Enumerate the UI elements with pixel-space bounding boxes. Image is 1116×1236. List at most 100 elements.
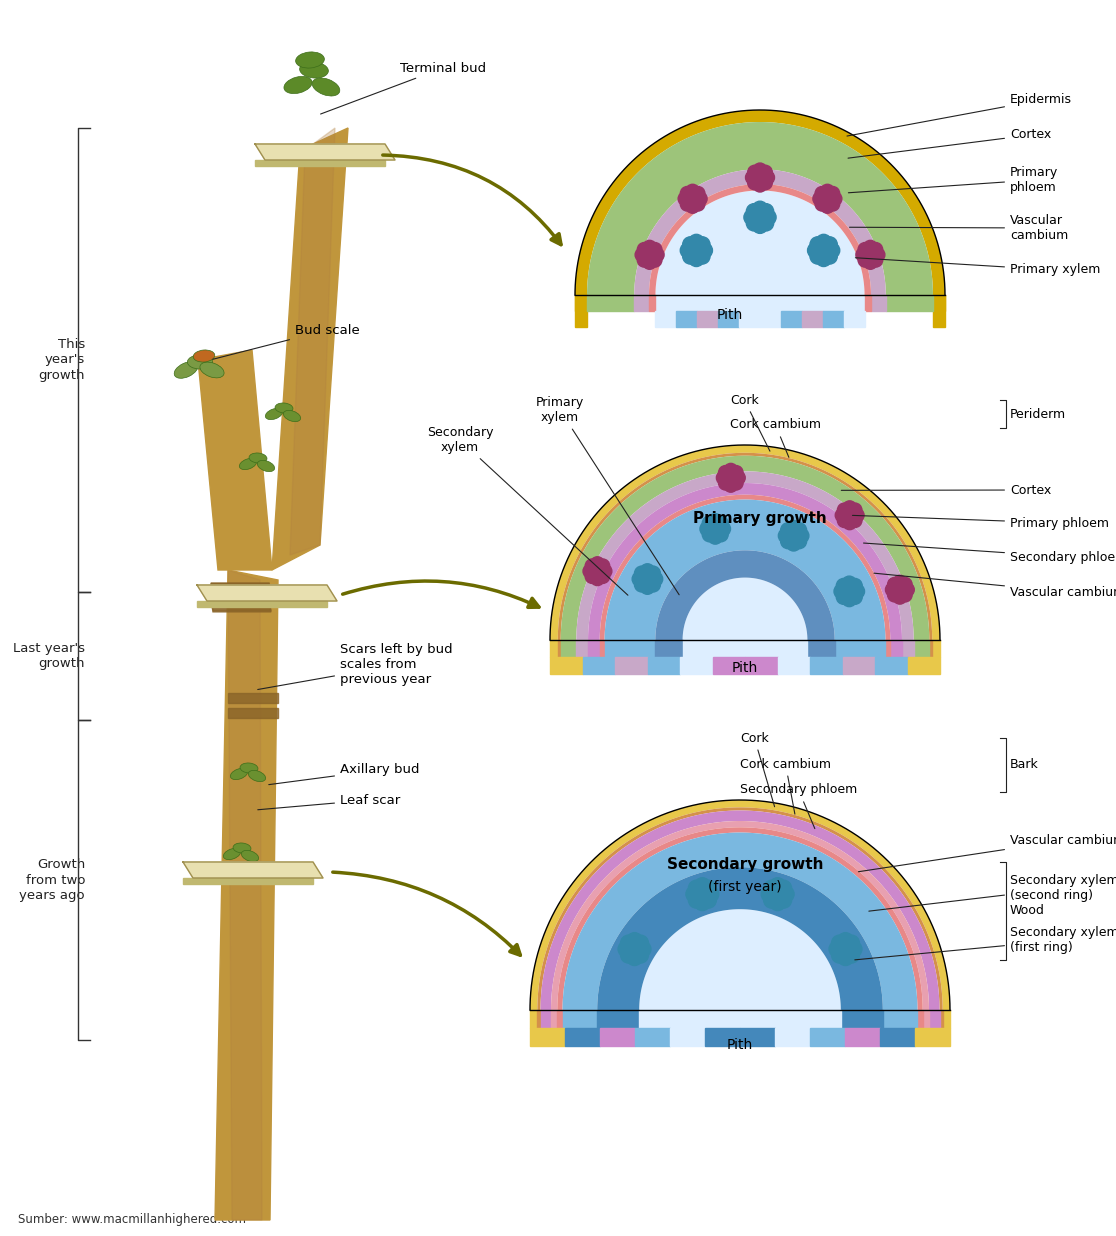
Text: Terminal bud: Terminal bud [320,62,487,114]
Text: Secondary phloem: Secondary phloem [740,784,857,828]
Circle shape [691,187,705,200]
Ellipse shape [283,410,300,421]
Circle shape [642,246,658,263]
Text: Secondary xylem
(second ring): Secondary xylem (second ring) [869,874,1116,911]
Circle shape [858,242,872,257]
Circle shape [816,251,831,267]
Circle shape [620,947,636,963]
Polygon shape [634,295,650,311]
Polygon shape [551,821,929,1010]
Polygon shape [810,1028,845,1046]
Circle shape [893,590,907,604]
Polygon shape [745,640,807,658]
Circle shape [625,939,644,959]
Circle shape [868,242,883,257]
Circle shape [701,880,716,896]
Polygon shape [940,1010,943,1028]
Polygon shape [560,640,576,658]
Circle shape [724,478,738,492]
Polygon shape [605,499,885,640]
Circle shape [758,215,773,231]
Polygon shape [933,295,945,311]
Circle shape [898,588,912,602]
Circle shape [745,171,760,184]
Polygon shape [211,599,271,611]
Circle shape [648,253,662,267]
Circle shape [776,892,791,908]
Circle shape [768,885,787,904]
Circle shape [626,933,643,948]
Polygon shape [565,1028,600,1046]
Circle shape [703,886,719,902]
Ellipse shape [187,355,213,370]
Text: Epidermis: Epidermis [847,94,1072,136]
Text: This
year's
growth: This year's growth [38,339,85,382]
Circle shape [850,508,864,523]
Circle shape [816,235,831,250]
Polygon shape [639,910,840,1010]
Polygon shape [844,311,865,328]
Text: Cork cambium: Cork cambium [740,758,831,815]
Circle shape [638,570,656,588]
Text: Vascular
cambium: Vascular cambium [849,214,1068,242]
Circle shape [589,562,606,580]
Polygon shape [914,640,930,658]
Circle shape [643,256,656,269]
Circle shape [748,166,762,179]
Circle shape [598,564,612,578]
Circle shape [706,520,724,538]
Polygon shape [540,1010,551,1028]
Text: Vascular cambium: Vascular cambium [858,833,1116,871]
Circle shape [641,564,655,578]
Circle shape [829,941,845,957]
Polygon shape [845,1028,881,1046]
Polygon shape [639,1010,740,1028]
Circle shape [635,577,650,592]
Text: Cork: Cork [730,393,770,451]
Polygon shape [254,159,385,166]
Circle shape [618,941,634,957]
Circle shape [700,522,714,536]
Polygon shape [698,311,719,328]
Circle shape [715,522,731,536]
Polygon shape [740,1010,840,1028]
Polygon shape [655,311,676,328]
Circle shape [820,184,835,198]
Ellipse shape [296,52,325,68]
Circle shape [689,892,704,908]
Circle shape [841,576,857,591]
Text: Cortex: Cortex [841,483,1051,497]
Circle shape [885,582,899,597]
Circle shape [693,885,712,904]
Circle shape [747,215,762,231]
Circle shape [778,528,793,543]
Polygon shape [930,640,932,658]
Circle shape [752,201,768,216]
Circle shape [708,529,722,544]
Polygon shape [562,833,917,1010]
Circle shape [683,237,699,252]
Polygon shape [198,350,272,570]
Circle shape [787,536,801,551]
Text: Wood: Wood [1010,905,1045,917]
Circle shape [770,878,786,894]
Circle shape [620,936,636,950]
Circle shape [747,204,762,219]
Text: Leaf scar: Leaf scar [258,794,401,810]
Text: Secondary phloem: Secondary phloem [864,543,1116,564]
Polygon shape [575,295,587,328]
Polygon shape [537,1010,540,1028]
Polygon shape [745,658,778,674]
Polygon shape [599,494,891,640]
Polygon shape [550,658,583,674]
Polygon shape [719,311,739,328]
Circle shape [844,947,859,963]
Circle shape [635,941,651,957]
Circle shape [868,253,883,267]
Circle shape [837,933,854,948]
Polygon shape [600,1028,635,1046]
Polygon shape [597,868,883,1010]
Text: Pith: Pith [732,661,758,675]
Circle shape [753,178,767,192]
Circle shape [694,237,710,252]
